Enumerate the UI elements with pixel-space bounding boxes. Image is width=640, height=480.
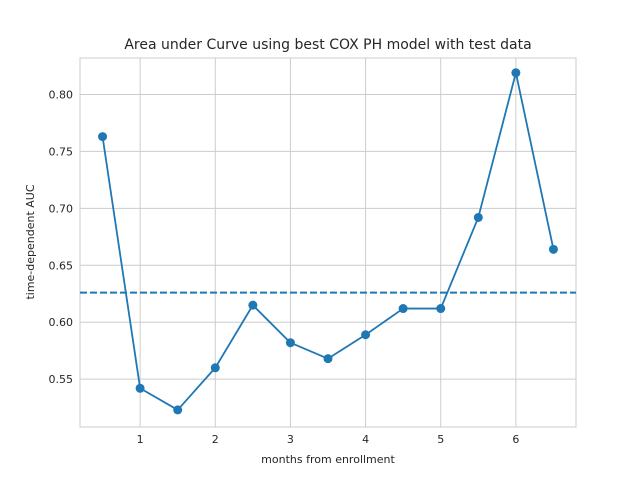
data-point — [285, 338, 295, 348]
data-point — [473, 212, 483, 222]
data-point — [210, 363, 220, 373]
data-point — [398, 304, 408, 314]
data-point — [248, 300, 258, 310]
y-axis-label: time-dependent AUC — [24, 184, 37, 299]
data-point — [135, 383, 145, 393]
grid-layer — [80, 58, 576, 427]
y-tick-label: 0.60 — [49, 316, 74, 329]
series-layer — [98, 68, 558, 415]
chart-title: Area under Curve using best COX PH model… — [124, 37, 531, 53]
data-point — [323, 354, 333, 364]
x-tick-label: 1 — [137, 433, 144, 446]
x-tick-label: 5 — [437, 433, 444, 446]
y-tick-label: 0.75 — [49, 145, 74, 158]
x-tick-label: 4 — [362, 433, 369, 446]
y-tick-label: 0.55 — [49, 373, 74, 386]
y-tick-label: 0.80 — [49, 88, 74, 101]
x-tick-labels: 1 2 3 4 5 6 — [137, 433, 520, 446]
data-point — [361, 330, 371, 340]
data-point — [98, 132, 108, 142]
plot-frame — [79, 57, 577, 428]
data-point — [173, 405, 183, 415]
x-axis-label: months from enrollment — [261, 453, 395, 466]
data-point — [511, 68, 521, 78]
x-tick-label: 2 — [212, 433, 219, 446]
data-point — [436, 304, 446, 314]
data-point — [548, 244, 558, 254]
x-tick-label: 3 — [287, 433, 294, 446]
y-tick-labels: 0.55 0.60 0.65 0.70 0.75 0.80 — [49, 88, 74, 386]
y-tick-label: 0.65 — [49, 259, 74, 272]
x-tick-label: 6 — [512, 433, 519, 446]
y-tick-label: 0.70 — [49, 202, 74, 215]
